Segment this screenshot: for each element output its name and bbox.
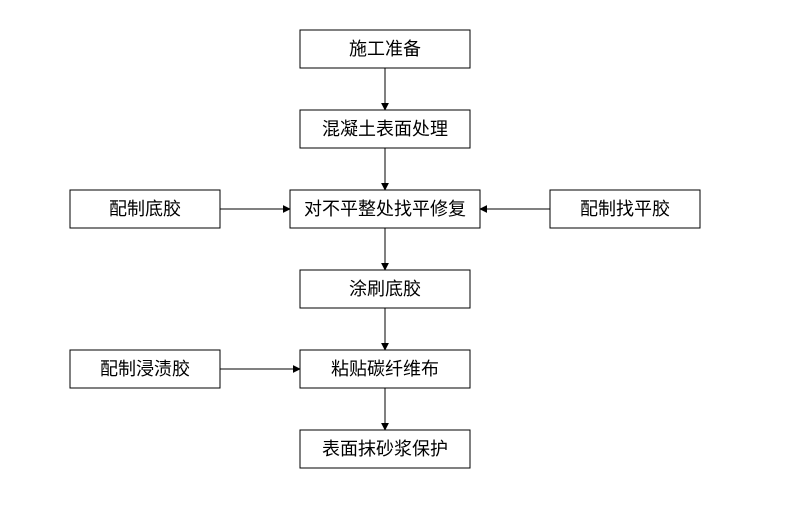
- flow-node-label: 粘贴碳纤维布: [331, 359, 439, 379]
- flow-node: 配制底胶: [70, 190, 220, 228]
- flow-node-label: 配制找平胶: [580, 199, 670, 219]
- flow-node: 配制找平胶: [550, 190, 700, 228]
- flowchart-canvas: 施工准备混凝土表面处理对不平整处找平修复涂刷底胶粘贴碳纤维布表面抹砂浆保护 配制底…: [0, 0, 800, 530]
- flow-node-label: 配制底胶: [109, 199, 181, 219]
- flow-node-label: 施工准备: [349, 39, 421, 59]
- flow-node: 配制浸渍胶: [70, 350, 220, 388]
- flow-node-label: 混凝土表面处理: [322, 119, 448, 139]
- flow-node: 涂刷底胶: [300, 270, 470, 308]
- flow-node: 粘贴碳纤维布: [300, 350, 470, 388]
- flow-node: 对不平整处找平修复: [290, 190, 480, 228]
- flow-node-label: 表面抹砂浆保护: [322, 439, 448, 459]
- flow-node: 施工准备: [300, 30, 470, 68]
- flow-node: 混凝土表面处理: [300, 110, 470, 148]
- flow-node-label: 涂刷底胶: [349, 279, 421, 299]
- flow-node-label: 对不平整处找平修复: [304, 199, 466, 219]
- flow-node-label: 配制浸渍胶: [100, 359, 190, 379]
- flow-node: 表面抹砂浆保护: [300, 430, 470, 468]
